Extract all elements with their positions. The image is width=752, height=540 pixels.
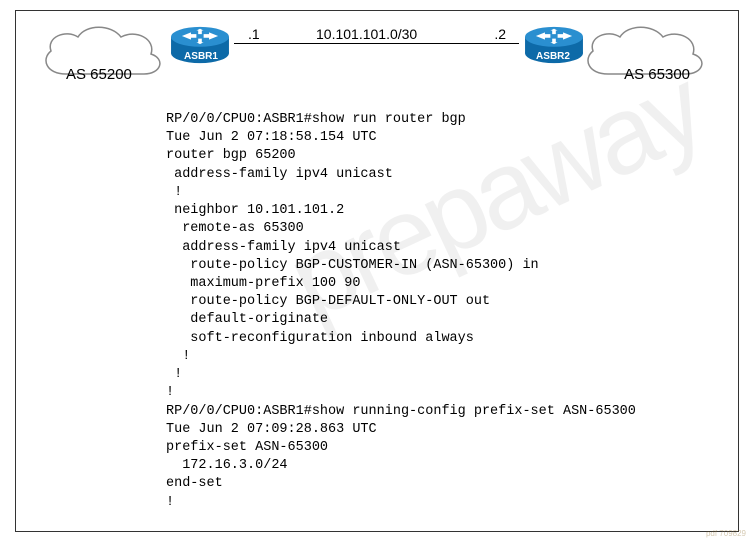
as-left-label: AS 65200 xyxy=(66,66,132,83)
router-left-label: ASBR1 xyxy=(181,51,221,62)
content-frame: AS 65200 AS 65300 ASBR1 ASBR2 .1 10 xyxy=(15,10,739,532)
footer-mark: pdf 709829 xyxy=(706,529,746,538)
ip-right-label: .2 xyxy=(494,26,506,42)
ip-left-label: .1 xyxy=(248,26,260,42)
network-diagram: AS 65200 AS 65300 ASBR1 ASBR2 .1 10 xyxy=(16,11,738,101)
router-right-label: ASBR2 xyxy=(533,51,573,62)
ip-subnet-label: 10.101.101.0/30 xyxy=(316,26,417,42)
terminal-output: RP/0/0/CPU0:ASBR1#show run router bgp Tu… xyxy=(166,111,636,512)
link-line xyxy=(234,43,519,44)
as-right-label: AS 65300 xyxy=(624,66,690,83)
